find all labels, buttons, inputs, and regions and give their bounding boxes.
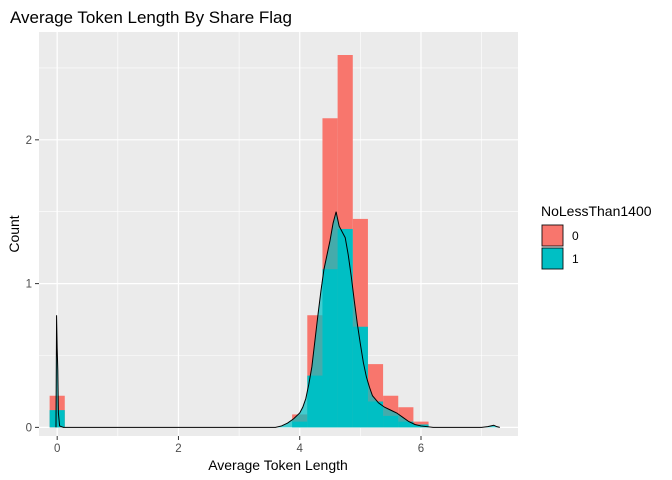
density-line-series-1	[55, 211, 500, 428]
plot-panel	[39, 32, 518, 436]
y-tick-label: 0	[26, 422, 32, 434]
legend-label-1: 1	[572, 252, 579, 266]
legend-label-0: 0	[572, 229, 579, 243]
panel-background	[39, 32, 518, 436]
legend: NoLessThan1400 0 1	[541, 203, 652, 270]
legend-swatch-1	[541, 247, 564, 270]
x-tick-label: 0	[54, 443, 60, 455]
legend-title: NoLessThan1400	[541, 203, 652, 219]
x-tick-label: 2	[175, 443, 181, 455]
chart-title: Average Token Length By Share Flag	[10, 8, 292, 27]
y-axis-label: Count	[6, 215, 22, 252]
legend-swatch-0	[541, 224, 564, 247]
y-tick-label: 2	[26, 135, 32, 147]
x-tick-label: 4	[297, 443, 304, 455]
x-axis-label: Average Token Length	[208, 457, 348, 473]
x-tick-label: 6	[418, 443, 424, 455]
y-tick-label: 1	[26, 279, 32, 291]
